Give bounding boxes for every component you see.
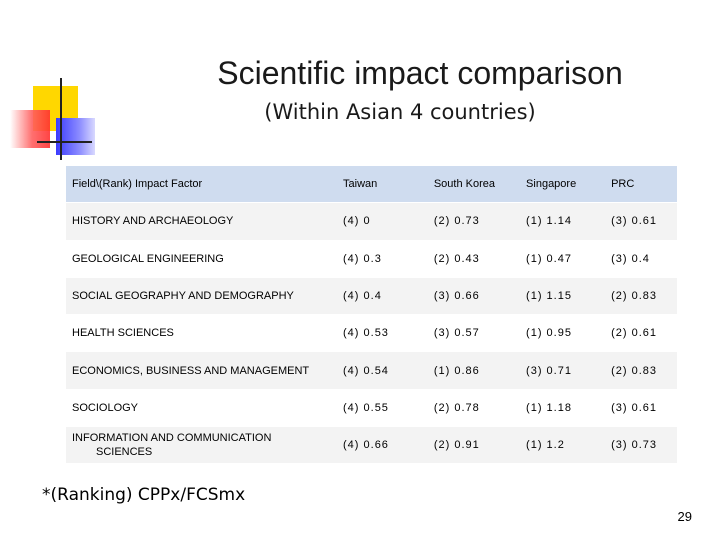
singapore-cell: (1) 1.18 xyxy=(520,388,606,427)
table-row: GEOLOGICAL ENGINEERING (4) 0.3 (2) 0.43 … xyxy=(66,239,677,278)
prc-cell: (2) 0.83 xyxy=(605,351,677,390)
taiwan-cell: (4) 0 xyxy=(333,202,428,241)
prc-cell: (3) 0.61 xyxy=(605,388,677,427)
table-row: HISTORY AND ARCHAEOLOGY (4) 0 (2) 0.73 (… xyxy=(66,202,677,241)
table-row: ECONOMICS, BUSINESS AND MANAGEMENT (4) 0… xyxy=(66,351,677,390)
page-number: 29 xyxy=(677,509,692,524)
decorative-blue-square xyxy=(56,118,95,155)
slide-subtitle: (Within Asian 4 countries) xyxy=(264,100,536,124)
prc-cell: (3) 0.73 xyxy=(605,426,677,464)
header-taiwan: Taiwan xyxy=(333,164,428,203)
decorative-horizontal-line xyxy=(37,141,92,143)
prc-cell: (3) 0.4 xyxy=(605,239,677,278)
south-korea-cell: (3) 0.66 xyxy=(427,276,521,315)
field-cell: HISTORY AND ARCHAEOLOGY xyxy=(66,202,334,241)
field-cell: GEOLOGICAL ENGINEERING xyxy=(66,239,334,278)
prc-cell: (2) 0.83 xyxy=(605,276,677,315)
slide-title: Scientific impact comparison xyxy=(217,55,623,91)
taiwan-cell: (4) 0.66 xyxy=(333,426,428,464)
taiwan-cell: (4) 0.53 xyxy=(333,314,428,352)
header-south-korea: South Korea xyxy=(427,164,521,203)
prc-cell: (3) 0.61 xyxy=(605,202,677,241)
field-cell: INFORMATION AND COMMUNICATION SCIENCES xyxy=(66,426,334,464)
table-row: SOCIAL GEOGRAPHY AND DEMOGRAPHY (4) 0.4 … xyxy=(66,276,677,315)
singapore-cell: (1) 1.2 xyxy=(520,426,606,464)
south-korea-cell: (1) 0.86 xyxy=(427,351,521,390)
singapore-cell: (1) 0.47 xyxy=(520,239,606,278)
south-korea-cell: (2) 0.43 xyxy=(427,239,521,278)
field-cell: SOCIAL GEOGRAPHY AND DEMOGRAPHY xyxy=(66,276,334,315)
table-row: INFORMATION AND COMMUNICATION SCIENCES (… xyxy=(66,426,677,464)
header-field: Field\(Rank) Impact Factor xyxy=(66,164,334,203)
field-cell-line2: SCIENCES xyxy=(96,446,153,459)
impact-table-container: Field\(Rank) Impact Factor Taiwan South … xyxy=(66,164,677,464)
singapore-cell: (1) 0.95 xyxy=(520,314,606,352)
singapore-cell: (3) 0.71 xyxy=(520,351,606,390)
field-cell: SOCIOLOGY xyxy=(66,388,334,427)
south-korea-cell: (3) 0.57 xyxy=(427,314,521,352)
south-korea-cell: (2) 0.78 xyxy=(427,388,521,427)
footnote: *(Ranking) CPPx/FCSmx xyxy=(42,485,246,505)
singapore-cell: (1) 1.15 xyxy=(520,276,606,315)
table-row: HEALTH SCIENCES (4) 0.53 (3) 0.57 (1) 0.… xyxy=(66,314,677,352)
decorative-vertical-line xyxy=(60,78,62,160)
prc-cell: (2) 0.61 xyxy=(605,314,677,352)
south-korea-cell: (2) 0.73 xyxy=(427,202,521,241)
field-cell-line1: INFORMATION AND COMMUNICATION xyxy=(72,432,272,445)
field-cell: HEALTH SCIENCES xyxy=(66,314,334,352)
field-cell: ECONOMICS, BUSINESS AND MANAGEMENT xyxy=(66,351,334,390)
south-korea-cell: (2) 0.91 xyxy=(427,426,521,464)
taiwan-cell: (4) 0.55 xyxy=(333,388,428,427)
table-row: SOCIOLOGY (4) 0.55 (2) 0.78 (1) 1.18 (3)… xyxy=(66,388,677,427)
impact-factor-table: Field\(Rank) Impact Factor Taiwan South … xyxy=(66,164,677,464)
table-header-row: Field\(Rank) Impact Factor Taiwan South … xyxy=(66,164,677,203)
header-prc: PRC xyxy=(605,164,677,203)
singapore-cell: (1) 1.14 xyxy=(520,202,606,241)
taiwan-cell: (4) 0.54 xyxy=(333,351,428,390)
taiwan-cell: (4) 0.4 xyxy=(333,276,428,315)
header-singapore: Singapore xyxy=(520,164,606,203)
taiwan-cell: (4) 0.3 xyxy=(333,239,428,278)
